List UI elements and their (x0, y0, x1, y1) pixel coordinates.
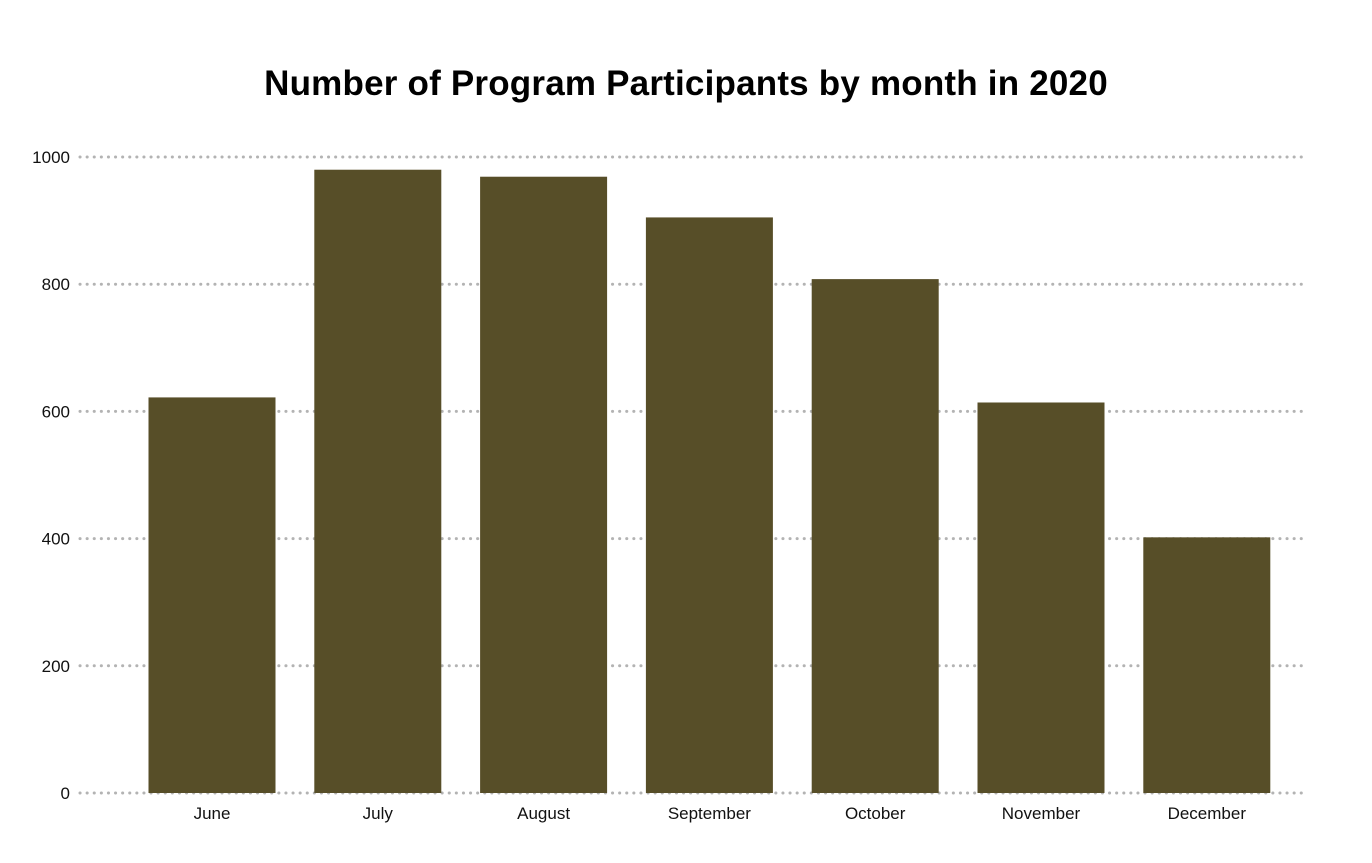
y-tick-label: 0 (61, 784, 70, 803)
y-tick-label: 800 (42, 275, 70, 294)
bar-september (645, 217, 773, 794)
y-tick-label: 600 (42, 402, 70, 421)
bar-november (977, 402, 1105, 793)
x-tick-label: June (194, 804, 231, 823)
chart-title: Number of Program Participants by month … (264, 64, 1108, 103)
bars (148, 169, 1271, 794)
bar-june (148, 397, 276, 793)
bar-july (314, 169, 442, 794)
y-axis-tick-labels: 0 200 400 600 800 1000 (32, 148, 70, 803)
x-tick-label: August (517, 804, 570, 823)
bar-august (480, 176, 608, 793)
x-tick-label: September (668, 804, 751, 823)
y-tick-label: 200 (42, 657, 70, 676)
bar-october (811, 279, 939, 793)
x-tick-label: December (1168, 804, 1247, 823)
y-tick-label: 1000 (32, 148, 70, 167)
x-tick-label: November (1002, 804, 1081, 823)
y-tick-label: 400 (42, 530, 70, 549)
x-tick-label: July (363, 804, 394, 823)
x-tick-label: October (845, 804, 906, 823)
bar-december (1143, 537, 1271, 793)
x-axis-tick-labels: June July August September October November De… (194, 804, 1247, 823)
